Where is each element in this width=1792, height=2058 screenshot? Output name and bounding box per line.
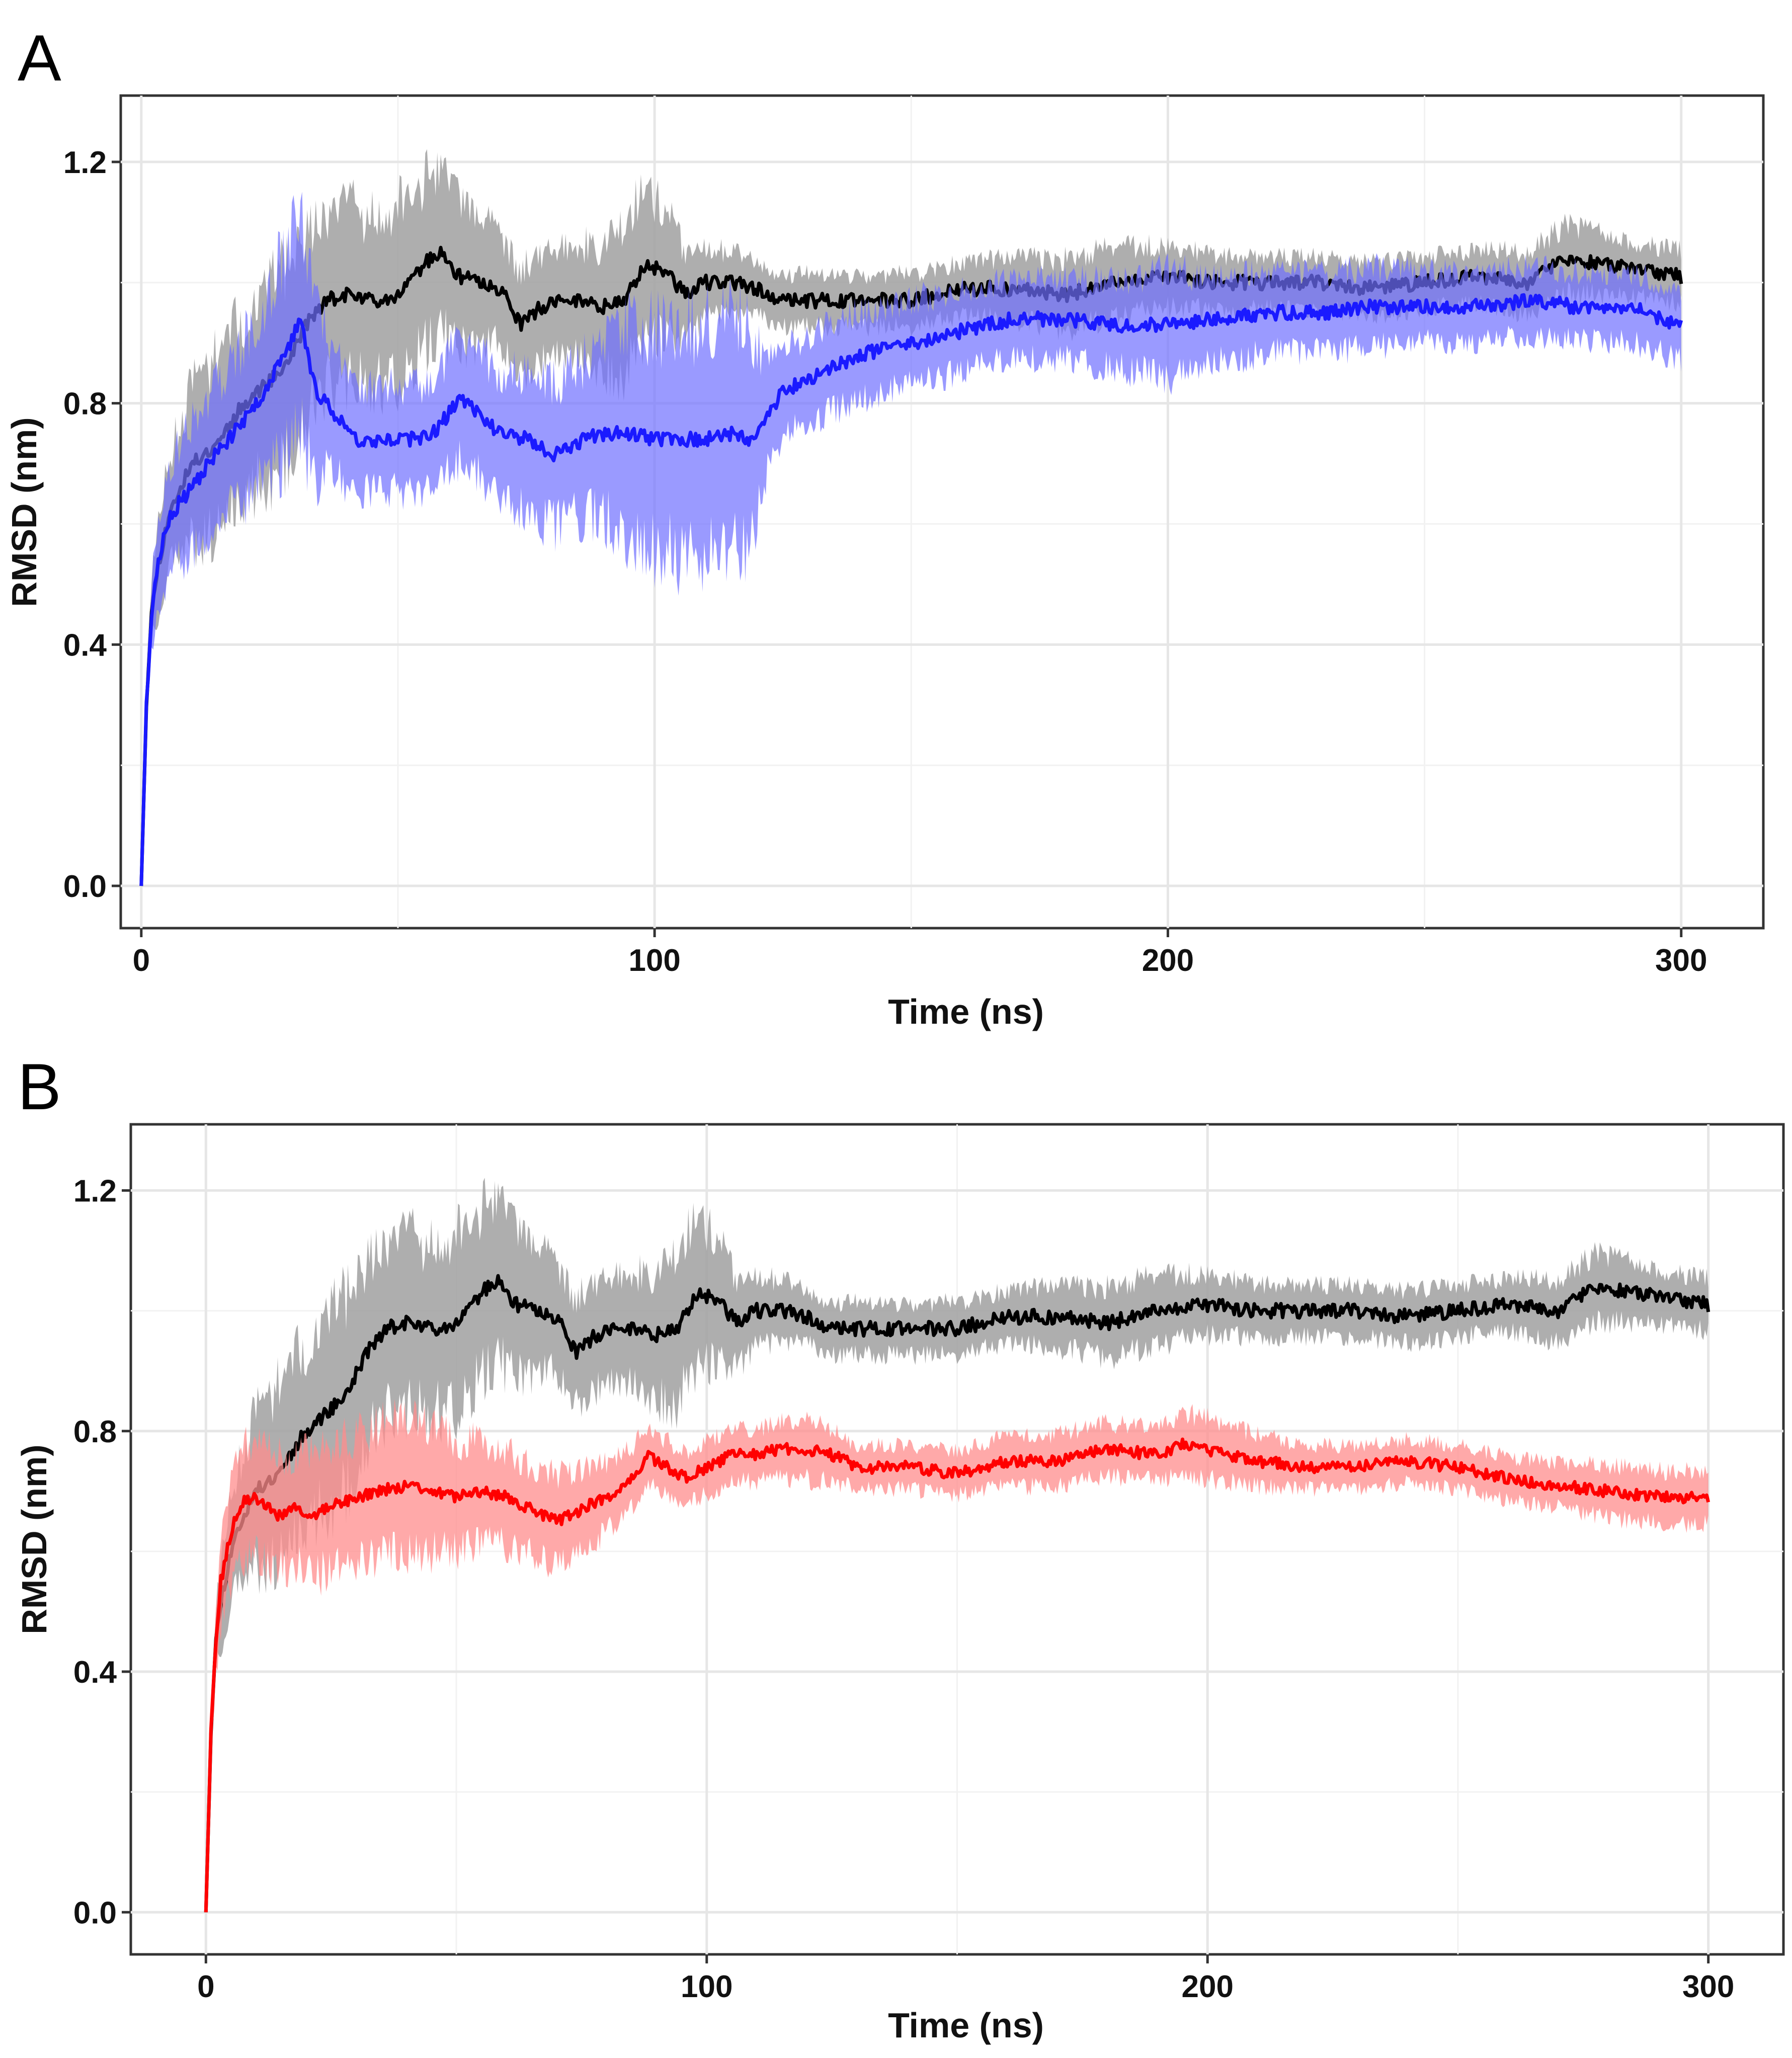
panel-b-y-axis-title: RMSD (nm) xyxy=(15,1444,54,1634)
panel-b-y-tick-label: 0.0 xyxy=(73,1896,117,1930)
panel-label-a: A xyxy=(18,21,61,95)
panel-a-x-axis-title: Time (ns) xyxy=(888,992,1044,1031)
panel-b-y-tick-label: 0.8 xyxy=(73,1415,117,1449)
panel-b-x-tick-label: 300 xyxy=(1682,1969,1734,2004)
panel-b-x-axis: 0 100 200 300 xyxy=(197,1954,1734,2004)
panel-a-x-tick-label: 0 xyxy=(133,943,150,978)
panel-b-series-1-fluctuation-band xyxy=(206,1178,1708,1913)
panel-b-y-tick-label: 0.4 xyxy=(73,1655,117,1690)
panel-label-b: B xyxy=(18,1050,61,1123)
panel-a: A 0.0 0.4 0.8 1.2 0 100 200 300 Time (ns) RMSD… xyxy=(5,21,1765,1031)
panel-b-series xyxy=(204,1178,1710,1913)
panel-a-y-tick-label: 1.2 xyxy=(63,145,107,180)
panel-a-series-1-fluctuation-band xyxy=(141,149,1681,886)
panel-b-series-2-mean-line xyxy=(204,1437,1710,1913)
panel-b-x-tick-label: 0 xyxy=(197,1969,214,2004)
panel-a-x-tick-label: 200 xyxy=(1142,943,1194,978)
panel-a-x-tick-label: 100 xyxy=(628,943,680,978)
panel-b-x-tick-label: 200 xyxy=(1182,1969,1234,2004)
panel-a-series xyxy=(139,149,1683,886)
panel-b-series-1-mean-line xyxy=(204,1274,1710,1913)
panel-b-y-axis: 0.0 0.4 0.8 1.2 xyxy=(73,1174,131,1930)
panel-a-series-2-fluctuation-band xyxy=(141,192,1681,886)
panel-a-y-axis: 0.0 0.4 0.8 1.2 xyxy=(63,145,121,904)
panel-b-x-axis-title: Time (ns) xyxy=(888,2006,1044,2045)
panel-b-x-tick-label: 100 xyxy=(681,1969,732,2004)
panel-a-y-tick-label: 0.4 xyxy=(63,628,107,663)
panel-b-y-tick-label: 1.2 xyxy=(73,1174,117,1209)
panel-b: B 0.0 0.4 0.8 1.2 0 100 200 300 Time (ns) RMSD… xyxy=(15,1050,1785,2045)
panel-a-y-axis-title: RMSD (nm) xyxy=(5,417,44,607)
panel-b-series-2-fluctuation-band xyxy=(206,1399,1708,1913)
panel-a-x-axis: 0 100 200 300 xyxy=(133,928,1707,978)
panel-a-series-2-mean-line xyxy=(139,293,1683,886)
panel-a-y-tick-label: 0.8 xyxy=(63,387,107,422)
panel-a-y-tick-label: 0.0 xyxy=(63,869,107,904)
panel-a-x-tick-label: 300 xyxy=(1655,943,1707,978)
